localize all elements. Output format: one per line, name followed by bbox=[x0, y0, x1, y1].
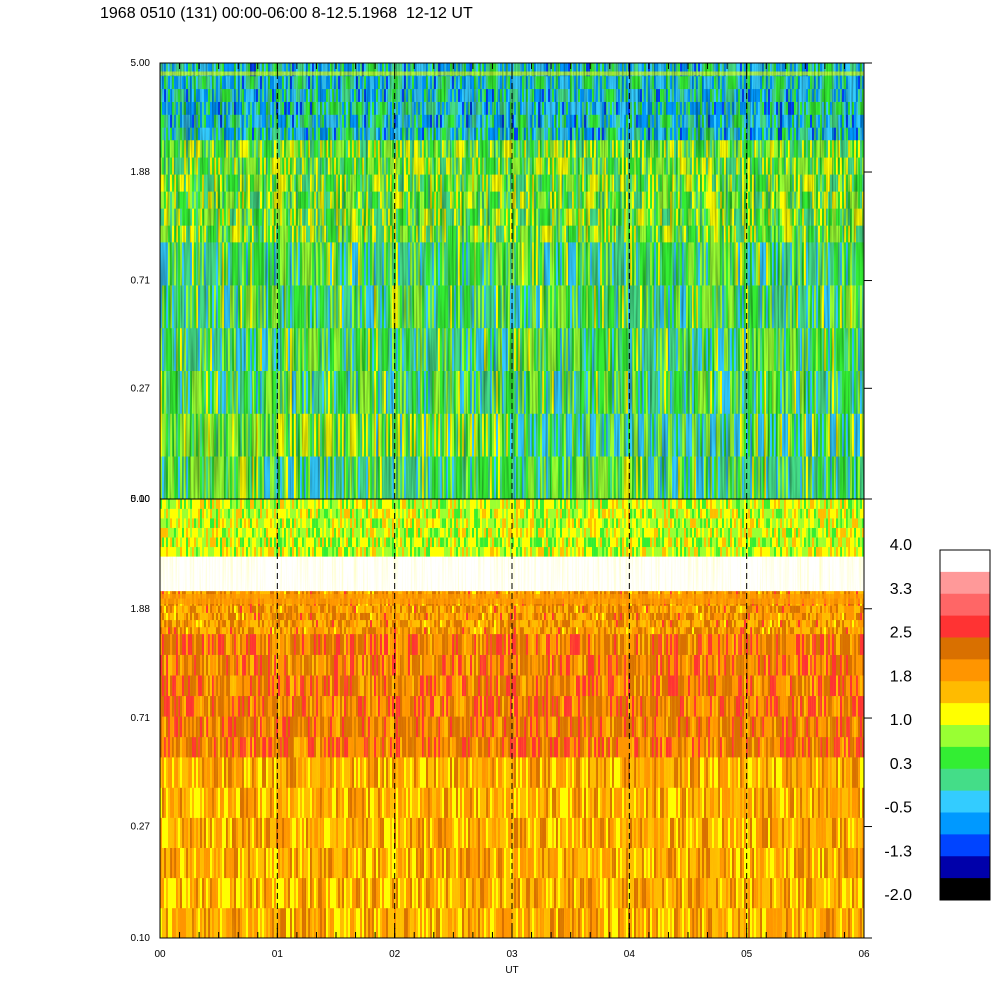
y-tick-label: 1.88 bbox=[131, 604, 151, 615]
y-tick-label: 5.00 bbox=[131, 494, 151, 505]
colorbar: 4.0 3.3 2.5 1.8 1.0 0.3 -0.5 -1.3 -2.0 bbox=[884, 537, 991, 904]
colorbar-swatch bbox=[940, 659, 990, 682]
x-tick-label: 05 bbox=[741, 949, 753, 960]
colorbar-swatch bbox=[940, 550, 990, 573]
colorbar-swatch bbox=[940, 593, 990, 617]
colorbar-swatch bbox=[940, 746, 990, 770]
colorbar-swatch bbox=[940, 878, 990, 901]
y-tick-label: 0.27 bbox=[131, 822, 151, 833]
colorbar-swatch bbox=[940, 681, 990, 704]
colorbar-label: -1.3 bbox=[884, 843, 912, 860]
colorbar-swatch bbox=[940, 812, 990, 835]
x-tick-label: 03 bbox=[506, 949, 518, 960]
colorbar-frame bbox=[939, 549, 991, 901]
x-tick-label: 06 bbox=[858, 949, 870, 960]
axes: 0.100.270.711.885.000.100.270.711.885.00… bbox=[131, 58, 872, 976]
colorbar-swatch bbox=[940, 637, 990, 660]
x-tick-label: 00 bbox=[154, 949, 166, 960]
colorbar-swatch bbox=[940, 856, 990, 879]
colorbar-label: -0.5 bbox=[884, 800, 912, 817]
colorbar-label: 1.0 bbox=[890, 712, 912, 729]
colorbar-swatch bbox=[940, 703, 990, 726]
colorbar-swatch bbox=[940, 725, 990, 748]
colorbar-label: 1.8 bbox=[890, 668, 912, 685]
colorbar-label: -2.0 bbox=[884, 887, 912, 904]
y-tick-label: 0.71 bbox=[131, 276, 151, 287]
y-tick-label: 0.10 bbox=[131, 933, 151, 944]
colorbar-swatch bbox=[940, 834, 990, 857]
colorbar-swatch bbox=[940, 615, 990, 638]
colorbar-swatch bbox=[940, 768, 990, 792]
y-tick-label: 0.71 bbox=[131, 713, 151, 724]
chart-title: 1968 0510 (131) 00:00-06:00 8-12.5.1968 … bbox=[100, 5, 473, 22]
colorbar-label: 4.0 bbox=[890, 537, 912, 554]
x-tick-label: 01 bbox=[272, 949, 284, 960]
colorbar-label: 2.5 bbox=[890, 625, 912, 642]
colorbar-swatch bbox=[940, 790, 990, 813]
colorbar-swatch bbox=[940, 571, 990, 595]
x-tick-label: 02 bbox=[389, 949, 401, 960]
x-tick-label: 04 bbox=[624, 949, 636, 960]
y-tick-label: 0.10 bbox=[131, 494, 151, 505]
y-tick-label: 1.88 bbox=[131, 167, 151, 178]
y-tick-label: 5.00 bbox=[131, 58, 151, 69]
y-tick-label: 0.27 bbox=[131, 383, 151, 394]
colorbar-label: 0.3 bbox=[890, 756, 912, 773]
hour-gridlines bbox=[276, 63, 748, 938]
x-axis-label: UT bbox=[505, 965, 518, 976]
colorbar-label: 3.3 bbox=[890, 581, 912, 598]
